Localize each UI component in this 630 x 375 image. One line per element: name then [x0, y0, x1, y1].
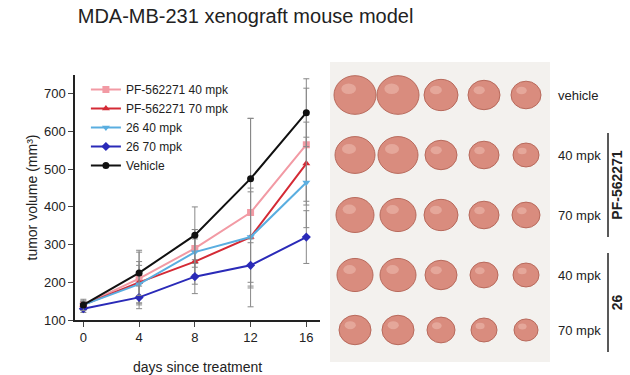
svg-text:700: 700	[44, 86, 66, 101]
svg-text:500: 500	[44, 162, 66, 177]
svg-text:16: 16	[299, 330, 313, 345]
svg-text:40 mpk: 40 mpk	[558, 268, 601, 283]
svg-text:vehicle: vehicle	[558, 88, 598, 103]
svg-text:days since treatment: days since treatment	[133, 359, 262, 375]
svg-text:300: 300	[44, 237, 66, 252]
svg-text:70 mpk: 70 mpk	[558, 208, 601, 223]
svg-text:400: 400	[44, 199, 66, 214]
svg-text:70 mpk: 70 mpk	[558, 323, 601, 338]
svg-text:26 40 mpk: 26 40 mpk	[126, 121, 183, 135]
svg-text:200: 200	[44, 275, 66, 290]
svg-text:Vehicle: Vehicle	[126, 159, 165, 173]
svg-text:PF-562271: PF-562271	[609, 150, 625, 219]
svg-text:tumor volume (mm³): tumor volume (mm³)	[24, 134, 40, 260]
svg-text:8: 8	[191, 330, 198, 345]
svg-text:PF-562271 70 mpk: PF-562271 70 mpk	[126, 102, 229, 116]
svg-text:100: 100	[44, 313, 66, 328]
svg-text:600: 600	[44, 124, 66, 139]
svg-text:40 mpk: 40 mpk	[558, 148, 601, 163]
svg-text:26: 26	[609, 295, 625, 311]
svg-text:0: 0	[80, 330, 87, 345]
svg-text:12: 12	[243, 330, 257, 345]
svg-text:MDA-MB-231 xenograft mouse mod: MDA-MB-231 xenograft mouse model	[78, 5, 414, 27]
svg-text:PF-562271 40 mpk: PF-562271 40 mpk	[126, 83, 229, 97]
svg-text:4: 4	[135, 330, 142, 345]
svg-text:26 70 mpk: 26 70 mpk	[126, 140, 183, 154]
